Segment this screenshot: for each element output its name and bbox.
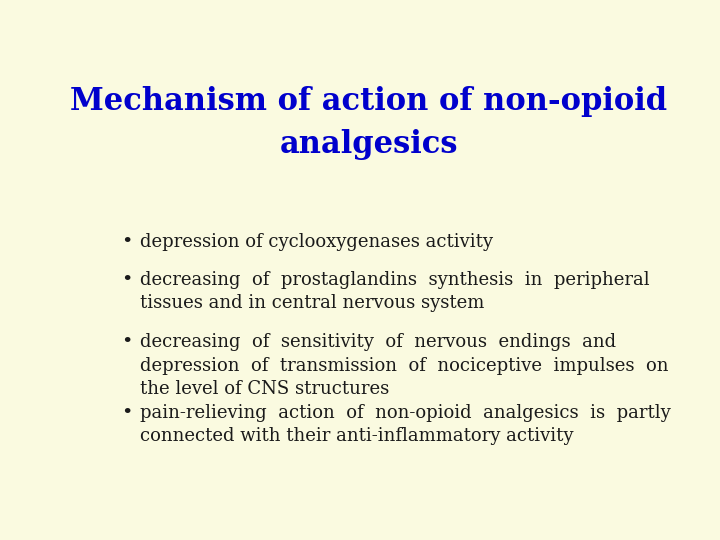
Text: •: •	[121, 271, 132, 288]
Text: pain-relieving  action  of  non-opioid  analgesics  is  partly
connected with th: pain-relieving action of non-opioid anal…	[140, 404, 671, 446]
Text: Mechanism of action of non-opioid
analgesics: Mechanism of action of non-opioid analge…	[71, 85, 667, 160]
Text: •: •	[121, 333, 132, 351]
Text: •: •	[121, 233, 132, 251]
Text: decreasing  of  sensitivity  of  nervous  endings  and
depression  of  transmiss: decreasing of sensitivity of nervous end…	[140, 333, 669, 398]
Text: •: •	[121, 404, 132, 422]
Text: decreasing  of  prostaglandins  synthesis  in  peripheral
tissues and in central: decreasing of prostaglandins synthesis i…	[140, 271, 650, 312]
Text: depression of cyclooxygenases activity: depression of cyclooxygenases activity	[140, 233, 493, 251]
